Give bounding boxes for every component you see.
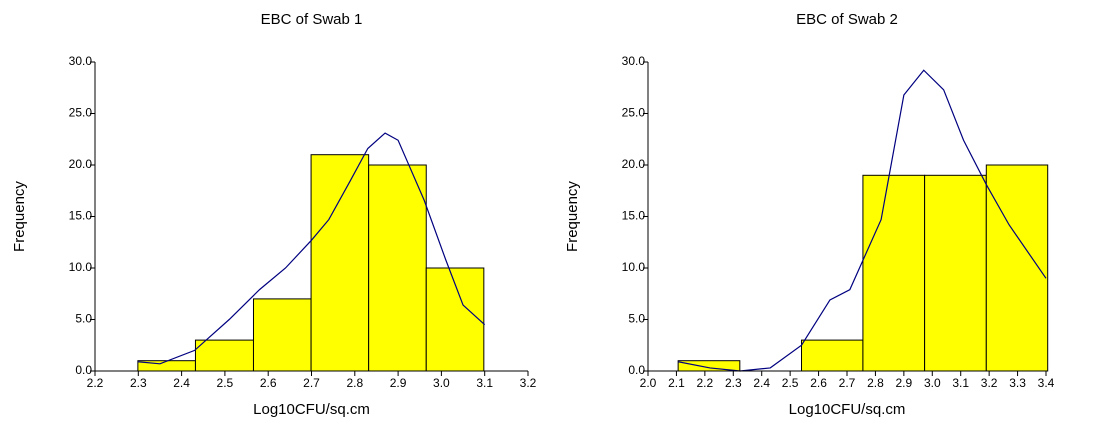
axis-label: Frequency	[11, 181, 28, 252]
x-tick-label: 2.4	[753, 376, 770, 390]
x-tick-label: 2.8	[346, 376, 363, 390]
y-tick-label: 0.0	[75, 363, 92, 377]
x-tick-label: 3.0	[924, 376, 941, 390]
x-tick-label: 2.2	[87, 376, 104, 390]
x-tick-label: 2.3	[130, 376, 147, 390]
x-tick-label: 2.7	[303, 376, 320, 390]
y-tick-label: 5.0	[75, 312, 92, 326]
chart: EBC of Swab 1 Log10CFU/sq.cm Frequency 0.0 5…	[0, 0, 1096, 423]
chart-title: EBC of Swab 1	[261, 11, 363, 28]
x-tick-label: 2.6	[810, 376, 827, 390]
bar	[311, 155, 369, 371]
bar	[925, 175, 987, 371]
x-tick-label: 2.4	[173, 376, 190, 390]
x-tick-label: 3.1	[952, 376, 969, 390]
y-tick-label: 10.0	[622, 260, 646, 274]
chart-title: EBC of Swab 2	[796, 11, 898, 28]
axis-label: Log10CFU/sq.cm	[253, 401, 370, 418]
bar	[369, 165, 427, 371]
y-tick-label: 5.0	[628, 312, 645, 326]
bar	[195, 340, 253, 371]
bar	[802, 340, 863, 371]
y-tick-label: 0.0	[628, 363, 645, 377]
y-tick-label: 20.0	[622, 157, 646, 171]
bar	[863, 175, 925, 371]
y-tick-label: 10.0	[69, 260, 93, 274]
y-tick-label: 30.0	[69, 54, 93, 68]
x-tick-label: 2.3	[725, 376, 742, 390]
axis-label: Frequency	[564, 181, 581, 252]
x-tick-label: 2.9	[896, 376, 913, 390]
x-tick-label: 3.3	[1009, 376, 1026, 390]
x-tick-label: 2.5	[782, 376, 799, 390]
x-tick-label: 3.1	[476, 376, 493, 390]
x-tick-label: 3.4	[1038, 376, 1055, 390]
y-tick-label: 30.0	[622, 54, 646, 68]
x-tick-label: 2.0	[640, 376, 657, 390]
x-tick-label: 3.2	[981, 376, 998, 390]
y-tick-label: 20.0	[69, 157, 93, 171]
x-tick-label: 2.8	[867, 376, 884, 390]
y-tick-label: 25.0	[69, 106, 93, 120]
x-tick-label: 2.1	[668, 376, 685, 390]
x-tick-label: 2.7	[839, 376, 856, 390]
y-tick-label: 15.0	[622, 209, 646, 223]
x-tick-label: 3.0	[433, 376, 450, 390]
x-tick-label: 2.9	[390, 376, 407, 390]
x-tick-label: 2.2	[697, 376, 714, 390]
bar	[253, 299, 311, 371]
x-tick-label: 3.2	[520, 376, 537, 390]
x-tick-label: 2.5	[217, 376, 234, 390]
axis-label: Log10CFU/sq.cm	[789, 401, 906, 418]
y-tick-label: 15.0	[69, 209, 93, 223]
x-tick-label: 2.6	[260, 376, 277, 390]
y-tick-label: 25.0	[622, 106, 646, 120]
